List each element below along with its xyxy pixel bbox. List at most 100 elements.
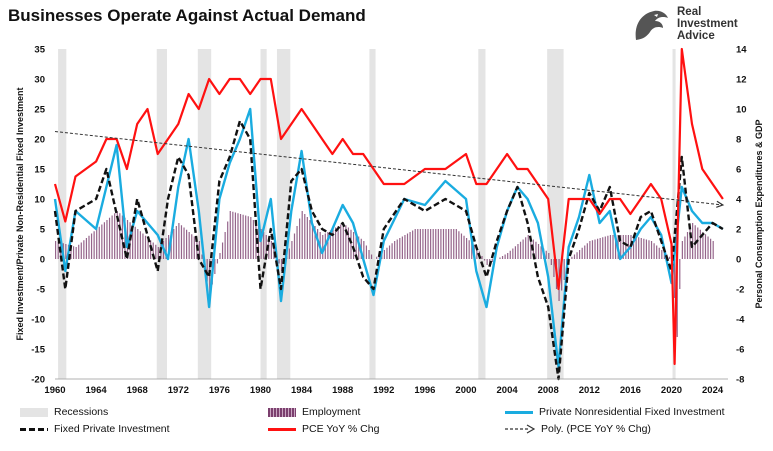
employment-bar <box>468 240 470 259</box>
employment-bar <box>214 259 216 274</box>
employment-bar <box>614 235 617 259</box>
y-axis-left-label: Fixed Investment/Private Non-Residential… <box>15 87 25 340</box>
y-left-tick-label: 25 <box>34 105 45 116</box>
y-right-tick-label: -4 <box>736 315 745 326</box>
employment-bar <box>530 237 532 259</box>
employment-bar <box>221 242 224 259</box>
employment-bar <box>314 226 316 259</box>
employment-bar <box>509 250 511 259</box>
y-right-tick-label: -6 <box>736 345 744 356</box>
employment-bar <box>144 235 147 259</box>
recession-band <box>260 49 267 379</box>
employment-bar <box>175 226 177 259</box>
employment-bar <box>537 244 540 259</box>
employment-bar <box>620 235 622 259</box>
black-dash-swatch <box>20 427 48 431</box>
employment-bar <box>255 223 257 259</box>
trend-line <box>54 131 723 206</box>
employment-bar <box>401 236 403 259</box>
employment-bar <box>116 211 118 259</box>
employment-bar <box>645 239 648 259</box>
employment-bar <box>147 238 149 259</box>
x-tick-label: 1992 <box>373 385 394 396</box>
employment-bar <box>632 235 635 259</box>
employment-bar <box>563 259 565 280</box>
employment-bar <box>476 247 478 259</box>
employment-bar <box>684 236 686 259</box>
employment-bar <box>702 232 704 259</box>
employment-bar <box>404 235 406 259</box>
employment-bar <box>247 216 249 259</box>
employment-bar <box>232 211 234 259</box>
employment-bar <box>406 233 409 259</box>
employment-bar <box>216 259 219 264</box>
employment-bar <box>707 236 709 259</box>
employment-bar <box>206 259 208 282</box>
employment-bar <box>625 235 627 259</box>
y-right-tick-label: 6 <box>736 165 741 176</box>
employment-bar <box>430 229 432 259</box>
employment-bar <box>134 226 136 259</box>
employment-bar <box>638 237 640 259</box>
employment-bar <box>288 248 290 259</box>
employment-bar <box>55 241 57 259</box>
y-left-tick-label: 0 <box>40 255 45 266</box>
y-right-tick-label: -2 <box>736 285 744 296</box>
employment-bar <box>573 254 576 259</box>
legend-label: Private Nonresidential Fixed Investment <box>539 406 725 418</box>
employment-bar <box>201 254 203 259</box>
employment-bar <box>548 253 550 259</box>
employment-bar <box>65 244 67 259</box>
employment-bar <box>412 230 414 259</box>
employment-bar <box>281 259 283 271</box>
x-tick-label: 1984 <box>291 385 313 396</box>
employment-bar <box>237 213 239 259</box>
chart-title: Businesses Operate Against Actual Demand <box>8 6 366 25</box>
x-tick-label: 2008 <box>538 385 559 396</box>
y-right-tick-label: 10 <box>736 105 747 116</box>
employment-bar <box>455 229 457 259</box>
employment-bar <box>191 234 193 259</box>
employment-bar <box>365 245 368 259</box>
x-tick-label: 2012 <box>579 385 600 396</box>
x-tick-label: 1980 <box>250 385 271 396</box>
employment-bar <box>699 229 701 259</box>
employment-bar <box>579 250 581 259</box>
employment-bar <box>650 241 653 259</box>
y-right-tick-label: 14 <box>736 45 747 56</box>
employment-bar <box>103 222 106 259</box>
x-tick-label: 2016 <box>620 385 641 396</box>
employment-bar <box>668 256 671 259</box>
employment-bar <box>224 232 226 259</box>
employment-bar <box>571 256 573 259</box>
employment-bar <box>157 247 159 259</box>
employment-bar <box>442 229 445 259</box>
y-left-tick-label: 15 <box>34 165 45 176</box>
employment-bar <box>270 241 272 259</box>
employment-bar <box>83 240 85 259</box>
employment-bar <box>193 236 195 259</box>
employment-bar <box>486 259 488 265</box>
employment-bar <box>370 254 373 259</box>
employment-bar <box>640 238 642 259</box>
employment-bar <box>80 242 82 259</box>
y-left-tick-label: -5 <box>37 285 46 296</box>
y-left-tick-label: 10 <box>34 195 45 206</box>
employment-bar <box>489 259 491 264</box>
employment-bar <box>334 227 337 259</box>
employment-bar <box>78 244 80 259</box>
employment-bar <box>396 239 398 259</box>
employment-bar <box>663 252 665 259</box>
employment-bar <box>507 253 509 259</box>
employment-bar <box>75 247 77 259</box>
employment-bar <box>501 256 504 259</box>
legend-label: Recessions <box>54 406 109 418</box>
employment-bar <box>414 229 416 259</box>
employment-bar <box>72 246 75 259</box>
employment-bar <box>350 229 352 259</box>
employment-bar <box>229 211 231 259</box>
employment-bar <box>347 227 350 259</box>
x-tick-label: 2024 <box>702 385 724 396</box>
employment-bar <box>535 241 537 259</box>
employment-bar <box>317 229 319 259</box>
